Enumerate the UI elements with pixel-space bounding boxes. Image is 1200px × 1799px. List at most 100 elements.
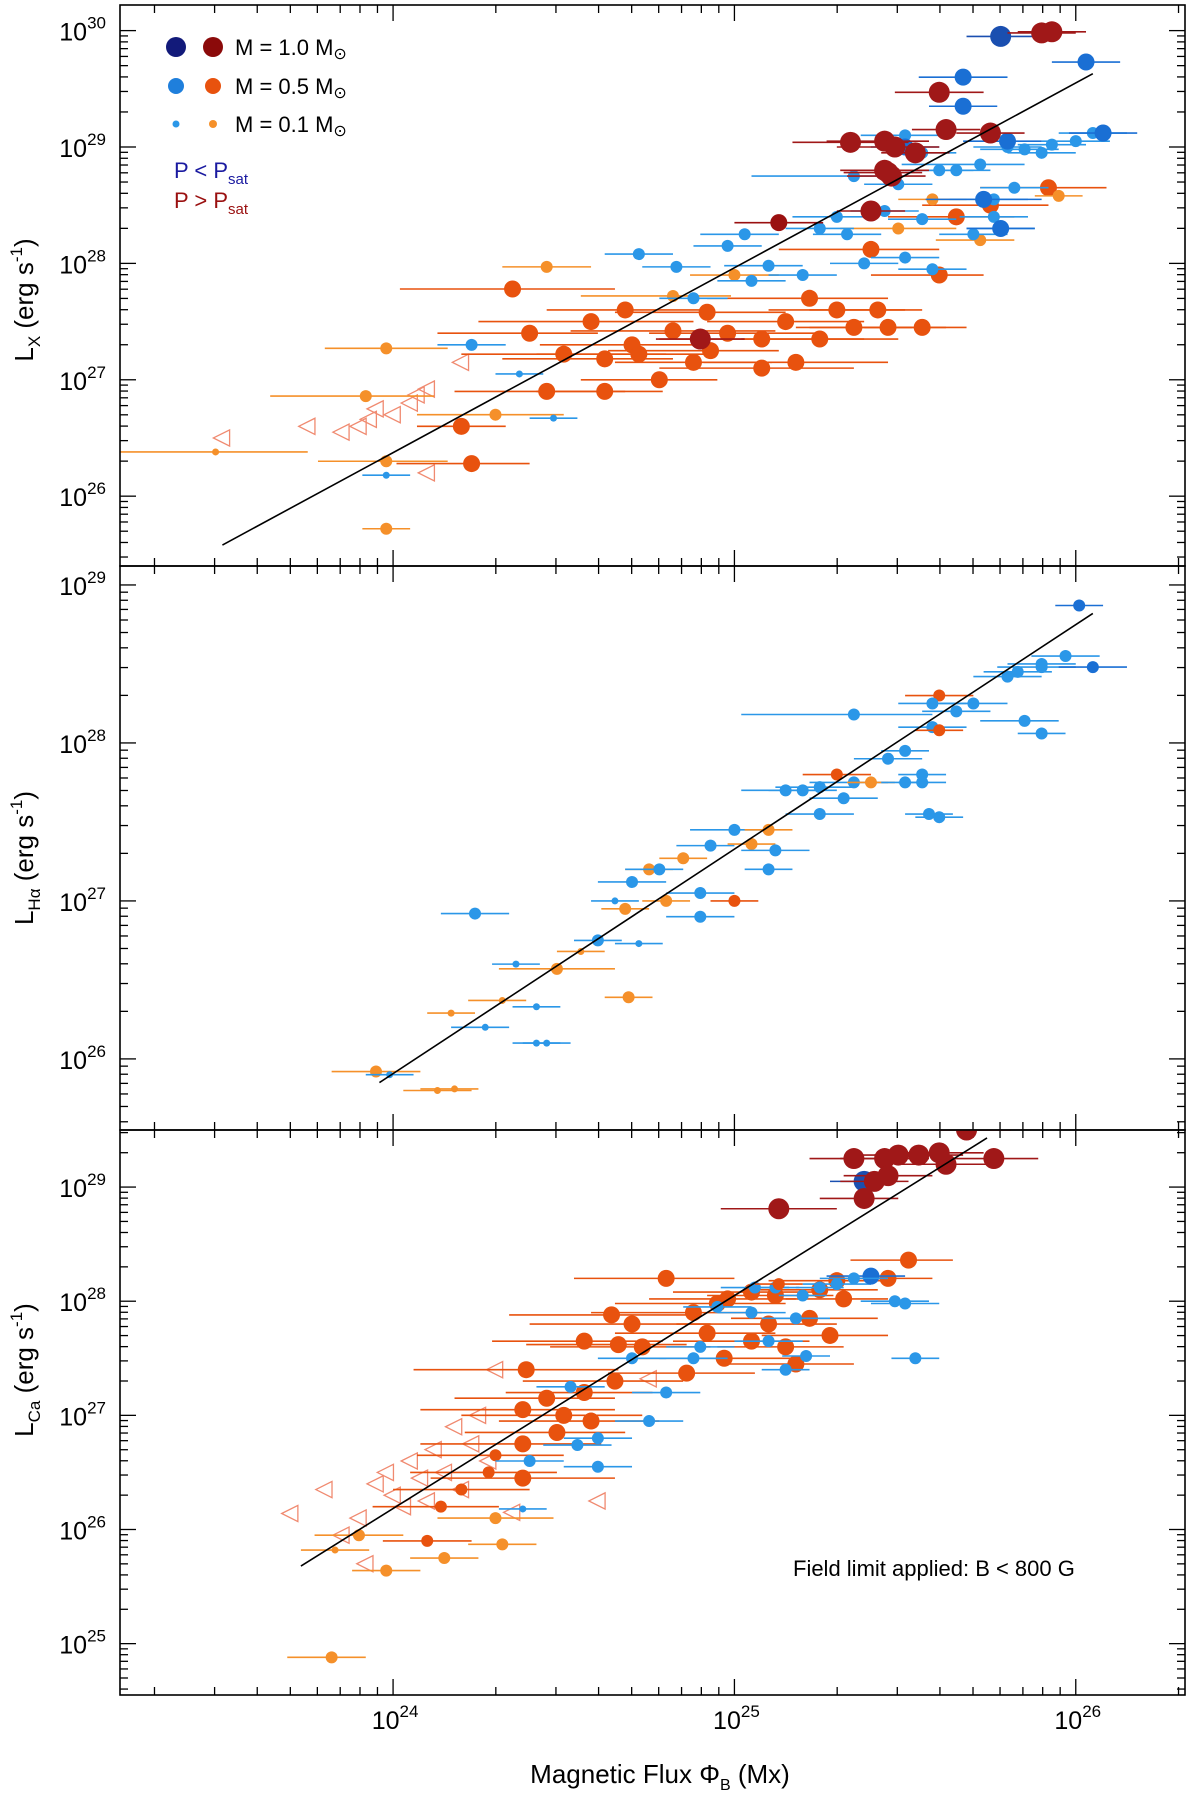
data-point <box>619 902 632 915</box>
data-point <box>694 1340 707 1353</box>
data-point <box>609 1336 627 1354</box>
data-point <box>787 353 805 371</box>
data-point <box>933 689 946 702</box>
data-point <box>719 324 737 342</box>
data-point <box>635 940 643 948</box>
y-tick-label: 1030 <box>59 14 106 47</box>
data-point <box>698 1324 716 1342</box>
data-point <box>762 823 775 836</box>
data-point <box>519 1505 527 1513</box>
x-tick-label: 1026 <box>1054 1702 1101 1735</box>
data-point <box>899 1297 912 1310</box>
data-point <box>496 1538 509 1551</box>
panel-data <box>331 599 1127 1095</box>
data-point <box>684 1304 702 1322</box>
legend-period-high: P > Psat <box>174 188 249 218</box>
data-point <box>575 1384 593 1402</box>
legend-period-low: P < Psat <box>174 158 249 188</box>
panel-frame <box>119 565 1186 1131</box>
y-tick-label: 1026 <box>59 1512 106 1545</box>
data-point <box>1077 53 1095 71</box>
data-point <box>950 164 963 177</box>
upper-limit-marker <box>638 1369 657 1388</box>
data-point <box>899 744 912 757</box>
data-point <box>983 1148 1005 1170</box>
upper-limit-marker <box>358 410 378 429</box>
panel-ticks <box>120 5 1185 566</box>
data-point <box>779 1363 792 1376</box>
data-point <box>451 1085 459 1093</box>
data-point <box>950 705 963 718</box>
data-point <box>1052 189 1065 202</box>
data-point <box>380 1564 393 1577</box>
data-point <box>769 844 782 857</box>
data-point <box>694 887 707 900</box>
upper-limit-marker <box>348 1508 367 1528</box>
data-point <box>899 776 912 789</box>
field-limit-annotation: Field limit applied: B < 800 G <box>793 1556 1075 1581</box>
data-point <box>954 68 972 86</box>
data-point <box>482 1466 495 1479</box>
data-point <box>517 1361 535 1379</box>
data-point <box>847 1272 860 1285</box>
data-point <box>837 792 850 805</box>
panels: 1026102710281029103010261027102810291025… <box>59 4 1186 1735</box>
y-tick-label: 1027 <box>59 363 106 396</box>
data-point <box>538 1389 556 1407</box>
data-point <box>532 1003 540 1011</box>
data-point <box>664 322 682 340</box>
data-point <box>596 350 614 368</box>
data-point <box>721 239 734 252</box>
data-point <box>660 894 673 907</box>
y-tick-label: 1028 <box>59 246 106 279</box>
legend: M = 1.0 M⊙ M = 0.5 M⊙ M = 0.1 M⊙ P < Psa… <box>166 35 347 218</box>
data-point <box>596 382 614 400</box>
data-point <box>455 1483 468 1496</box>
y-tick-label: 1029 <box>59 1170 106 1203</box>
data-point <box>489 1449 502 1462</box>
data-point <box>352 1529 365 1542</box>
data-point <box>954 97 972 115</box>
data-point <box>909 1352 922 1365</box>
data-point <box>489 408 502 421</box>
legend-label-2: M = 0.5 M⊙ <box>235 74 347 102</box>
data-point <box>611 897 619 905</box>
data-point <box>657 1269 675 1287</box>
data-point <box>922 808 935 821</box>
upper-limit-marker <box>331 422 350 442</box>
data-point <box>787 1355 805 1373</box>
data-point <box>678 1364 696 1382</box>
data-point <box>813 1281 826 1294</box>
data-point <box>1035 146 1048 159</box>
upper-limit-marker <box>399 393 418 413</box>
data-point <box>926 263 939 276</box>
upper-limit-marker <box>444 1417 463 1436</box>
fit-line <box>300 1137 988 1567</box>
data-point <box>928 81 950 103</box>
panel-bottom: 1025 1026 1027 1028 1029 1024 1025 1026 <box>59 1129 1186 1735</box>
data-point <box>465 338 478 351</box>
panel-data <box>120 21 1138 546</box>
legend-marker-small-orange <box>209 120 217 128</box>
upper-limit-marker <box>406 385 425 405</box>
upper-limit-marker <box>450 353 470 372</box>
data-point <box>913 318 931 336</box>
upper-limit-marker <box>382 405 401 424</box>
data-point <box>882 752 895 765</box>
y-tick-label: 1029 <box>59 130 106 163</box>
data-point <box>975 190 993 208</box>
data-point <box>550 962 563 975</box>
data-point <box>821 1326 839 1344</box>
data-point <box>512 960 520 968</box>
data-point <box>616 301 634 319</box>
data-point <box>967 228 980 241</box>
data-point <box>933 724 946 737</box>
data-point <box>591 1460 604 1473</box>
data-point <box>331 1546 339 1554</box>
data-point <box>847 708 860 721</box>
upper-limit-marker <box>382 1486 401 1505</box>
data-point <box>515 370 523 378</box>
panel-data <box>280 1130 1039 1664</box>
panel-frame <box>119 1129 1186 1696</box>
data-point <box>987 210 1000 223</box>
